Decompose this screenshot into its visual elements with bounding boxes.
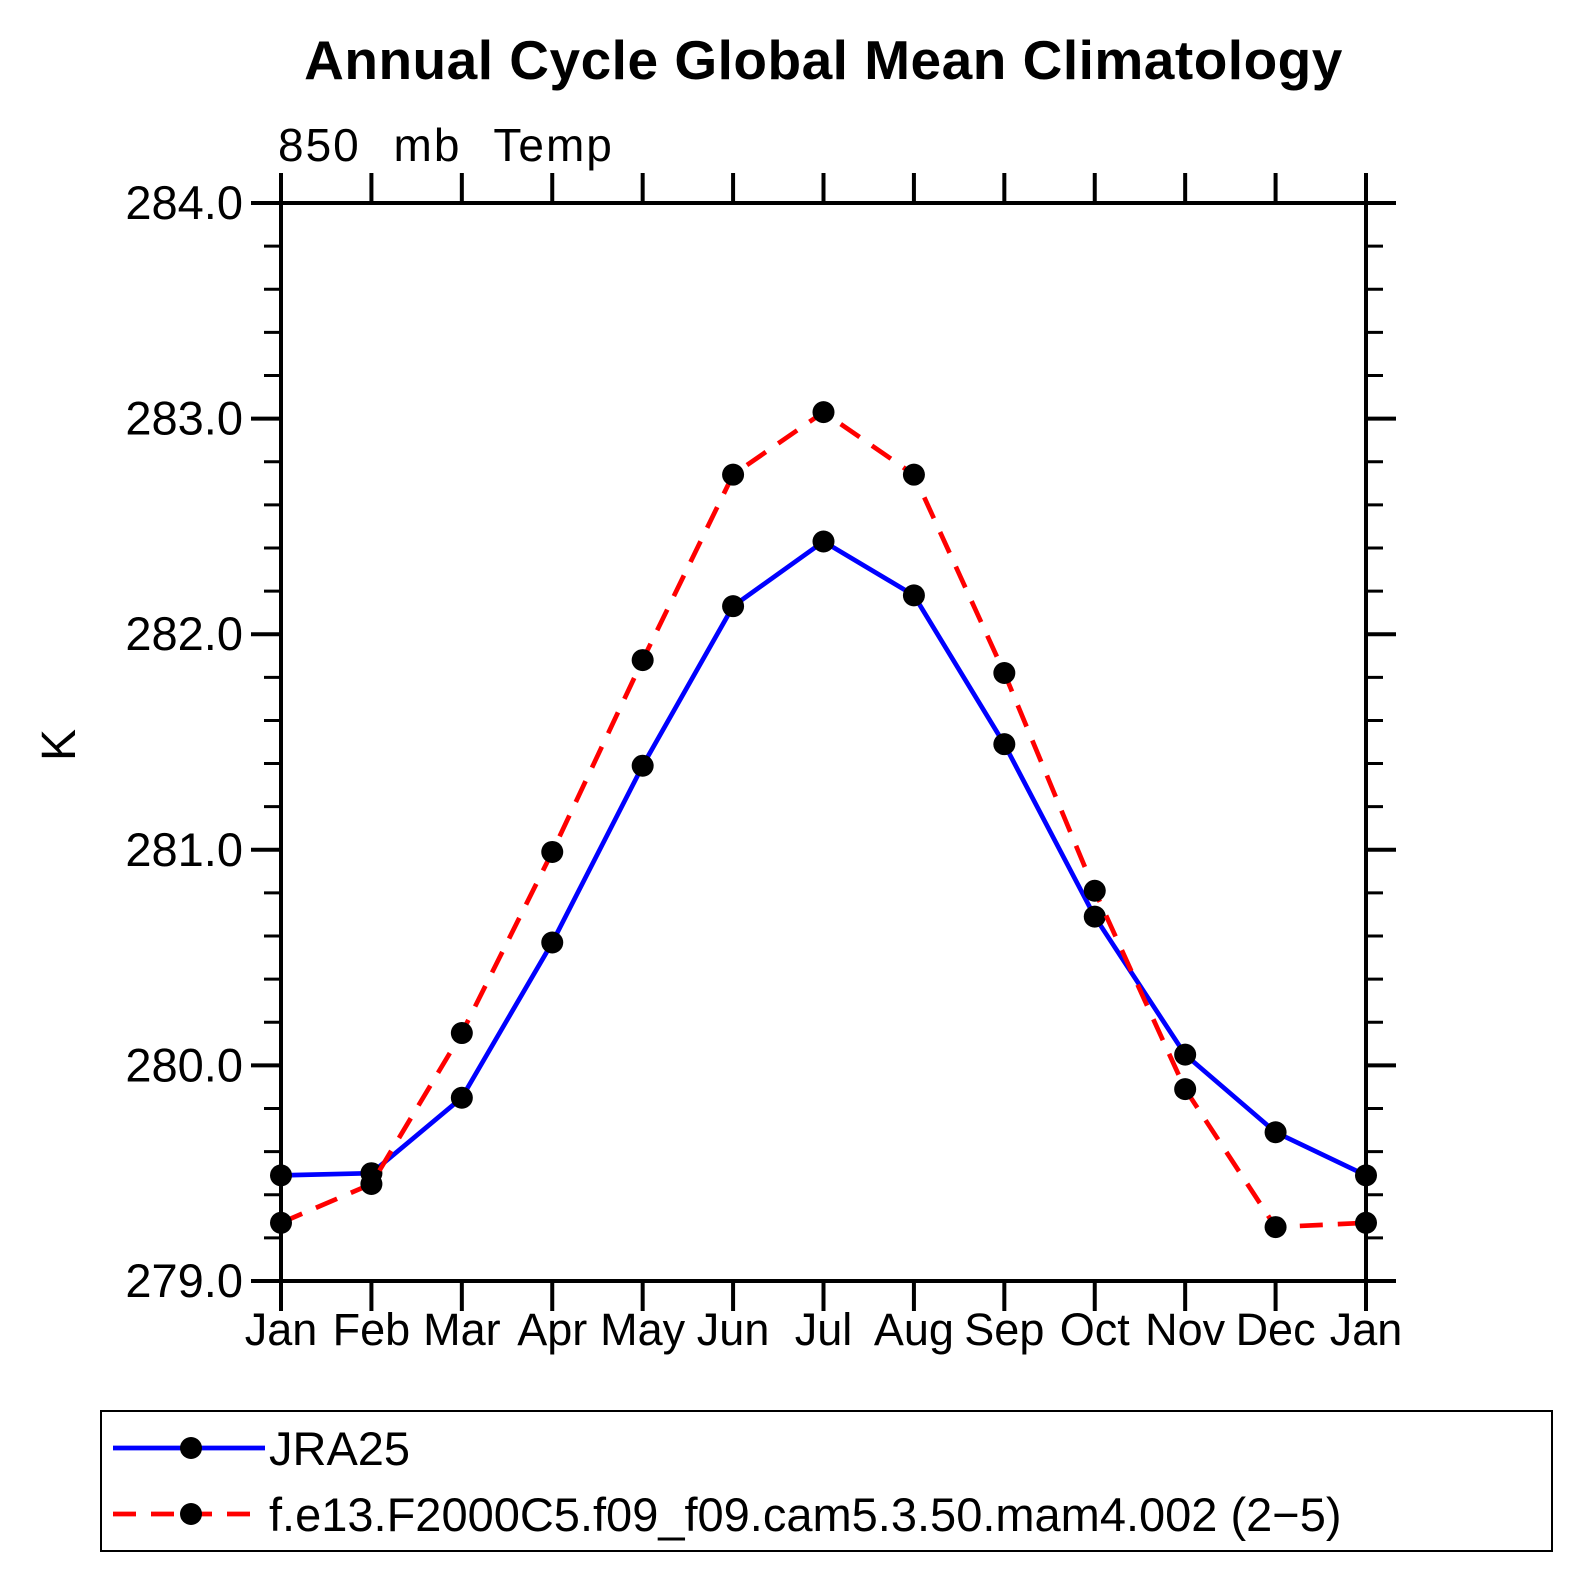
y-tick-label: 282.0	[125, 607, 243, 660]
y-tick-label: 283.0	[125, 392, 243, 445]
x-tick-label: Dec	[1236, 1304, 1316, 1355]
y-tick-label: 280.0	[125, 1038, 243, 1091]
legend-marker-dot	[180, 1437, 202, 1459]
legend-marker-dot	[180, 1503, 202, 1525]
data-point	[812, 401, 835, 424]
data-point	[360, 1172, 383, 1195]
data-point	[631, 649, 654, 672]
data-point	[270, 1164, 292, 1187]
data-point	[722, 595, 745, 618]
legend-item-jra25: JRA25	[107, 1421, 411, 1475]
x-tick-label: Nov	[1145, 1304, 1226, 1355]
chart-title: Annual Cycle Global Mean Climatology	[304, 29, 1343, 91]
legend-swatch	[113, 1503, 265, 1525]
data-point	[1355, 1211, 1377, 1234]
plot-frame	[279, 201, 1368, 1283]
x-tick-label: Mar	[423, 1304, 501, 1355]
data-point	[902, 463, 925, 486]
data-point	[1264, 1216, 1287, 1239]
data-point	[450, 1022, 473, 1045]
x-tick-label: Jan	[245, 1304, 318, 1355]
x-tick-label: Sep	[964, 1304, 1044, 1355]
legend-box: JRA25 f.e13.F2000C5.f09_f09.cam5.3.50.ma…	[100, 1410, 1553, 1552]
data-point	[631, 754, 654, 777]
y-tick-label: 279.0	[125, 1254, 243, 1307]
data-point	[993, 662, 1016, 685]
data-point	[541, 840, 564, 863]
x-tick-label: Apr	[517, 1304, 587, 1355]
x-tick-label: Oct	[1060, 1304, 1131, 1355]
x-tick-label: May	[600, 1304, 686, 1355]
data-point	[902, 584, 925, 607]
data-point	[812, 530, 835, 553]
data-point	[1174, 1078, 1197, 1101]
x-tick-label: Aug	[874, 1304, 954, 1355]
data-point	[1083, 879, 1106, 902]
legend-item-model: f.e13.F2000C5.f09_f09.cam5.3.50.mam4.002…	[107, 1487, 1342, 1541]
y-tick-label: 281.0	[125, 823, 243, 876]
series-line-0	[280, 539, 1368, 1178]
data-point	[1083, 905, 1106, 928]
data-point	[1174, 1043, 1197, 1066]
data-point	[270, 1211, 292, 1234]
chart-subtitle: 850 mb Temp	[278, 119, 614, 171]
x-tick-label: Jan	[1330, 1304, 1403, 1355]
data-point	[722, 463, 745, 486]
x-tick-label: Jun	[697, 1304, 770, 1355]
legend-swatch	[113, 1437, 265, 1459]
legend-label: f.e13.F2000C5.f09_f09.cam5.3.50.mam4.002…	[269, 1487, 1342, 1541]
data-point	[450, 1086, 473, 1109]
data-point	[1355, 1164, 1377, 1187]
x-tick-label: Jul	[795, 1304, 853, 1355]
y-tick-label: 284.0	[125, 176, 243, 229]
legend-label: JRA25	[269, 1421, 411, 1475]
data-point	[993, 733, 1016, 756]
data-point	[541, 931, 564, 954]
x-tick-label: Feb	[333, 1304, 411, 1355]
data-point	[1264, 1121, 1287, 1144]
